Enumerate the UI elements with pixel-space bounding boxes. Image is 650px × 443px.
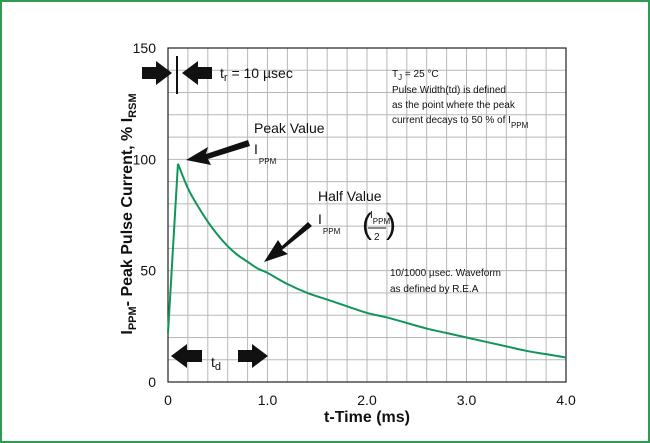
- td-label: td: [211, 354, 221, 373]
- plot-border: [167, 47, 567, 383]
- y-tick-label: 0: [148, 374, 156, 390]
- waveform-line1: 10/1000 µsec. Waveform: [390, 268, 501, 279]
- td-arrow-right-icon: [238, 344, 268, 368]
- y-tick-label: 50: [140, 263, 156, 279]
- half-annotation: Half Value IPPM ( ) IPPM 2: [264, 188, 396, 262]
- peak-arrow-icon: [186, 140, 250, 165]
- grid: [168, 48, 566, 382]
- y-tick-label: 150: [133, 40, 157, 56]
- tr-arrow-right-icon: [182, 61, 212, 85]
- y-tick-label: 100: [133, 151, 157, 167]
- frac-numerator: IPPM: [370, 210, 390, 226]
- note-line3: as the point where the peak: [392, 100, 516, 111]
- peak-annotation: Peak Value IPPM: [186, 120, 325, 166]
- half-value-label: Half Value: [318, 188, 382, 204]
- waveform-note: 10/1000 µsec. Waveform as defined by R.E…: [390, 268, 501, 295]
- td-arrow-left-icon: [171, 344, 202, 368]
- peak-value-label: Peak Value: [254, 120, 325, 136]
- note-line4: current decays to 50 % of IPPM: [392, 115, 529, 130]
- td-annotation: td: [171, 344, 268, 373]
- half-arrow-icon: [264, 222, 312, 262]
- x-tick-label: 0: [164, 392, 172, 408]
- x-tick-label: 3.0: [457, 392, 477, 408]
- waveform-line2: as defined by R.E.A: [390, 284, 479, 295]
- conditions-note: TJ = 25 °C Pulse Width(td) is defined as…: [392, 69, 529, 130]
- frac-denominator: 2: [374, 232, 380, 243]
- note-line2: Pulse Width(td) is defined: [392, 85, 506, 96]
- tr-arrow-left-icon: [142, 61, 172, 85]
- x-axis-label: t-Time (ms): [324, 409, 410, 426]
- x-tick-label: 2.0: [357, 392, 377, 408]
- x-tick-label: 4.0: [556, 392, 576, 408]
- half-ippm-label: IPPM: [318, 211, 341, 236]
- peak-ippm-label: IPPM: [254, 141, 277, 166]
- y-axis-label: IPPM- Peak Pulse Current, % IRSM: [119, 93, 139, 334]
- paren-left: (: [362, 208, 372, 241]
- paren-right: ): [386, 208, 396, 241]
- note-tj: TJ = 25 °C: [392, 69, 439, 82]
- tick-labels: 0 1.0 2.0 3.0 4.0 0 50 100 150: [133, 40, 576, 408]
- x-tick-label: 1.0: [258, 392, 278, 408]
- tr-annotation: tr = 10 µsec: [142, 56, 293, 94]
- tr-label: tr = 10 µsec: [220, 65, 293, 84]
- series-line: [167, 163, 567, 359]
